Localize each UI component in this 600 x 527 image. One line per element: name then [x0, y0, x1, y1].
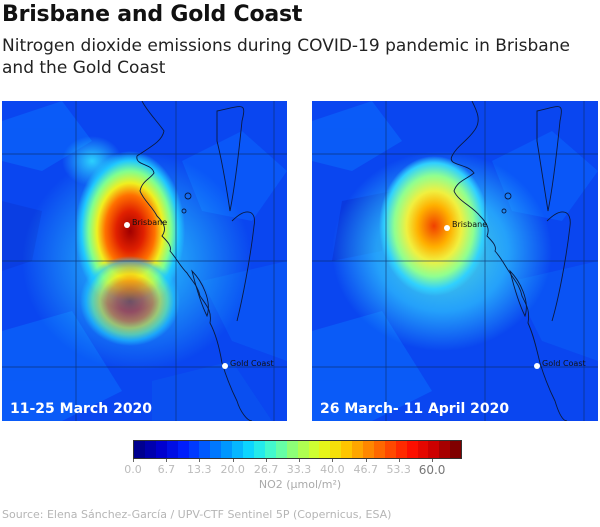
colorbar-label: NO2 (µmol/m²) [258, 478, 342, 491]
colorbar-segment [155, 441, 167, 458]
colorbar-segment [319, 441, 331, 458]
colorbar-segment [253, 441, 265, 458]
colorbar-tick-label: 40.0 [320, 463, 345, 476]
colorbar-segment [144, 441, 156, 458]
city-label-gold-coast: Gold Coast [542, 359, 586, 368]
colorbar-segment [384, 441, 396, 458]
city-label-brisbane: Brisbane [452, 220, 488, 229]
period-label-after: 26 March- 11 April 2020 [320, 401, 510, 417]
colorbar-ticks [133, 459, 462, 463]
colorbar-tick-label: 60.0 [418, 463, 446, 477]
colorbar-tick-label: 13.3 [187, 463, 212, 476]
colorbar-segment [232, 441, 244, 458]
city-marker-gold-coast [222, 363, 228, 369]
colorbar-segment [417, 441, 429, 458]
colorbar-segment [439, 441, 451, 458]
colorbar-segment [352, 441, 364, 458]
city-label-brisbane: Brisbane [132, 218, 168, 227]
colorbar-tick [332, 459, 334, 462]
colorbar-segment [199, 441, 211, 458]
colorbar-segment [286, 441, 298, 458]
colorbar-tick [398, 459, 400, 462]
coastline [450, 101, 571, 421]
colorbar-segment [210, 441, 222, 458]
colorbar-segment [406, 441, 418, 458]
colorbar-segment [395, 441, 407, 458]
colorbar-segment [330, 441, 342, 458]
colorbar-tick [298, 459, 300, 462]
colorbar-segment [363, 441, 374, 458]
colorbar-segment [341, 441, 353, 458]
colorbar-tick-label: 53.3 [386, 463, 411, 476]
source-credit: Source: Elena Sánchez-García / UPV-CTF S… [2, 508, 392, 521]
colorbar-tick [266, 459, 268, 462]
map-gridlines [2, 101, 287, 421]
colorbar-tick [232, 459, 234, 462]
colorbar-tick [432, 459, 434, 462]
colorbar-segment [177, 441, 189, 458]
colorbar-segment [264, 441, 276, 458]
colorbar-tick [166, 459, 168, 462]
no2-colorbar [133, 440, 462, 459]
city-marker-brisbane [124, 222, 130, 228]
page-title: Brisbane and Gold Coast [2, 2, 303, 27]
colorbar-segment [373, 441, 385, 458]
map-gridlines [312, 101, 598, 421]
colorbar-segment [428, 441, 440, 458]
colorbar-segment [308, 441, 320, 458]
city-marker-gold-coast [534, 363, 540, 369]
period-label-before: 11-25 March 2020 [10, 401, 153, 417]
page-subtitle: Nitrogen dioxide emissions during COVID-… [2, 36, 570, 78]
colorbar-segment [297, 441, 309, 458]
colorbar-tick [133, 459, 134, 462]
colorbar-tick-label: 6.7 [157, 463, 176, 476]
colorbar-segment [221, 441, 233, 458]
city-marker-brisbane [444, 225, 450, 231]
colorbar-segment [275, 441, 287, 458]
colorbar-segment [243, 441, 254, 458]
city-label-gold-coast: Gold Coast [230, 359, 274, 368]
colorbar-segment [166, 441, 178, 458]
colorbar-tick [199, 459, 201, 462]
colorbar-tick [365, 459, 367, 462]
colorbar-tick-label: 0.0 [124, 463, 142, 476]
no2-heatmap-after [312, 101, 598, 421]
no2-heatmap-before [2, 101, 287, 421]
colorbar-tick-label: 20.0 [220, 463, 245, 476]
coastline [136, 101, 255, 421]
map-panel-before: Brisbane Gold Coast 11-25 March 2020 [2, 101, 287, 421]
colorbar-segment [188, 441, 200, 458]
colorbar-segment [134, 441, 145, 458]
colorbar-tick-label: 46.7 [353, 463, 379, 476]
colorbar-tick-label: 26.7 [253, 463, 279, 476]
colorbar-tick-label: 33.3 [286, 463, 312, 476]
colorbar-segment [450, 441, 462, 458]
map-panel-after: Brisbane Gold Coast 26 March- 11 April 2… [312, 101, 598, 421]
